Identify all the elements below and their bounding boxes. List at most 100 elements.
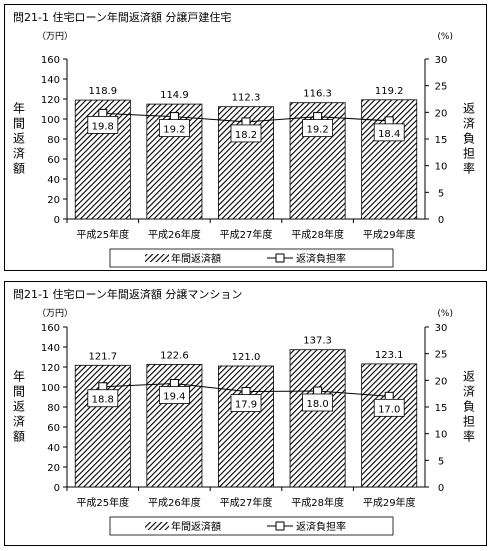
legend-box xyxy=(109,516,394,536)
y-axis-title-char: 年 xyxy=(13,102,25,116)
bar-value-label: 119.2 xyxy=(375,86,404,97)
bar-value-label: 121.7 xyxy=(88,351,117,362)
y-axis-title-char: 額 xyxy=(13,162,25,176)
y-tick-label: 140 xyxy=(41,343,60,354)
chart-title: 問21-1 住宅ローン年間返済額 分譲マンション xyxy=(13,287,242,301)
y-axis-title-char: 済 xyxy=(13,146,25,161)
y-axis-title-char: 済 xyxy=(13,414,25,429)
y-tick-label: 60 xyxy=(47,423,60,434)
x-tick-label: 平成25年度 xyxy=(76,496,129,509)
y-axis-title-char: 額 xyxy=(13,430,25,444)
legend-line-marker xyxy=(275,521,285,531)
y2-axis-title-char: 負 xyxy=(463,132,475,146)
y2-axis-title-char: 済 xyxy=(463,384,475,399)
y2-tick-label: 10 xyxy=(435,430,448,441)
y2-tick-label: 30 xyxy=(435,323,448,334)
y-axis-title-char: 返 xyxy=(13,400,25,414)
y-tick-label: 40 xyxy=(47,443,60,454)
line-value-box xyxy=(230,394,262,412)
bar-value-label: 123.1 xyxy=(375,350,404,361)
y2-tick-label: 15 xyxy=(435,135,448,146)
bar xyxy=(289,349,346,488)
y-axis-unit: （万円） xyxy=(37,31,73,42)
y2-tick-label: 20 xyxy=(435,108,448,119)
legend-bar-label: 年間返済額 xyxy=(171,252,221,265)
chart-svg: 問21-1 住宅ローン年間返済額 分譲戸建住宅（万円） (%)年間返済額返済負担率… xyxy=(13,10,475,268)
bar-value-label: 112.3 xyxy=(232,93,261,104)
legend-box xyxy=(109,248,394,268)
line-value-box xyxy=(87,389,119,408)
y2-axis-unit: (%) xyxy=(437,309,453,319)
y2-axis-title-char: 担 xyxy=(463,415,475,429)
legend-bar-swatch xyxy=(145,254,169,262)
x-tick-label: 平成27年度 xyxy=(220,496,273,509)
line-value-label: 18.8 xyxy=(92,395,114,406)
y2-axis-title-char: 済 xyxy=(463,116,475,131)
y-tick-label: 20 xyxy=(47,195,60,206)
line-value-label: 18.2 xyxy=(235,130,257,141)
y2-axis-title-char: 率 xyxy=(463,429,475,444)
legend-bar-swatch xyxy=(145,522,169,530)
legend-line-marker xyxy=(275,253,285,263)
bar xyxy=(218,365,274,488)
line-value-box xyxy=(158,119,190,137)
y-tick-label: 0 xyxy=(54,483,60,494)
bar xyxy=(361,363,418,488)
x-tick-label: 平成27年度 xyxy=(220,228,273,241)
y2-axis-title: 返済負担率 xyxy=(463,370,475,444)
legend-line-label: 返済負担率 xyxy=(296,252,346,265)
chart-panel-detached-house: 問21-1 住宅ローン年間返済額 分譲戸建住宅 （万円） (%) 年間返済額返済負担率… xyxy=(4,4,487,271)
y2-tick-label: 15 xyxy=(435,403,448,414)
line-value-label: 18.0 xyxy=(306,399,328,410)
bar-value-label: 122.6 xyxy=(160,350,189,361)
y-tick-label: 20 xyxy=(47,463,60,474)
bar-value-label: 121.0 xyxy=(232,352,261,363)
x-tick-label: 平成29年度 xyxy=(363,228,416,241)
y2-tick-label: 20 xyxy=(435,376,448,387)
line-value-label: 17.9 xyxy=(235,400,257,411)
line-value-label: 18.4 xyxy=(378,129,400,140)
x-tick-label: 平成28年度 xyxy=(291,228,344,241)
y-tick-label: 100 xyxy=(41,115,60,126)
y-tick-label: 80 xyxy=(47,403,60,414)
line-value-label: 17.0 xyxy=(378,404,400,415)
y-axis-title-char: 間 xyxy=(13,117,25,131)
x-tick-label: 平成25年度 xyxy=(76,228,129,241)
x-tick-label: 平成28年度 xyxy=(291,496,344,509)
bar-value-label: 114.9 xyxy=(160,90,189,101)
y2-axis-title-char: 担 xyxy=(463,147,475,161)
line-value-label: 19.2 xyxy=(163,125,185,136)
y2-axis-title-char: 率 xyxy=(463,161,475,176)
line-value-label: 19.4 xyxy=(163,392,185,403)
y2-tick-label: 0 xyxy=(438,483,444,494)
y-tick-label: 120 xyxy=(41,95,60,106)
y-axis-title: 年間返済額 xyxy=(13,102,25,176)
bar-value-label: 116.3 xyxy=(303,89,332,100)
x-tick-label: 平成26年度 xyxy=(148,228,201,241)
legend-line-label: 返済負担率 xyxy=(296,520,346,533)
y2-axis-title-char: 返 xyxy=(463,370,475,384)
line-value-box xyxy=(373,398,405,417)
chart-title: 問21-1 住宅ローン年間返済額 分譲戸建住宅 xyxy=(13,10,231,24)
y-tick-label: 40 xyxy=(47,175,60,186)
line-value-box xyxy=(302,393,334,412)
y2-tick-label: 5 xyxy=(438,188,444,199)
y-axis-title-char: 間 xyxy=(13,385,25,399)
y-tick-label: 100 xyxy=(41,383,60,394)
y2-tick-label: 25 xyxy=(435,350,448,361)
legend-bar-label: 年間返済額 xyxy=(171,520,221,533)
x-tick-label: 平成26年度 xyxy=(148,496,201,509)
y-tick-label: 160 xyxy=(41,55,60,66)
y2-axis-title-char: 負 xyxy=(463,400,475,414)
chart-panel-condominium: 問21-1 住宅ローン年間返済額 分譲マンション （万円） (%) 年間返済額返済負担… xyxy=(4,281,487,546)
line-value-label: 19.8 xyxy=(92,121,114,132)
y-tick-label: 80 xyxy=(47,135,60,146)
y2-tick-label: 10 xyxy=(435,162,448,173)
bar-value-label: 137.3 xyxy=(303,336,332,347)
chart-svg: 問21-1 住宅ローン年間返済額 分譲マンション（万円） (%)年間返済額返済負担… xyxy=(13,287,475,536)
line-value-box xyxy=(158,386,190,404)
y2-tick-label: 5 xyxy=(438,456,444,467)
y-tick-label: 0 xyxy=(54,215,60,226)
y2-axis-title: 返済負担率 xyxy=(463,102,475,176)
y-axis-title: 年間返済額 xyxy=(13,370,25,444)
